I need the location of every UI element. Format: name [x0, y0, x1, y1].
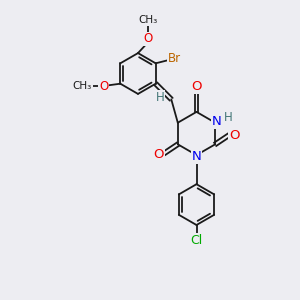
Text: N: N: [192, 150, 201, 163]
Text: O: O: [154, 148, 164, 161]
Text: Cl: Cl: [190, 234, 202, 247]
Text: O: O: [144, 32, 153, 46]
Text: O: O: [99, 80, 109, 93]
Text: O: O: [191, 80, 202, 93]
Text: CH₃: CH₃: [73, 81, 92, 91]
Text: Br: Br: [168, 52, 181, 65]
Text: CH₃: CH₃: [139, 15, 158, 25]
Text: N: N: [212, 115, 222, 128]
Text: H: H: [224, 111, 232, 124]
Text: H: H: [155, 91, 164, 104]
Text: O: O: [229, 129, 239, 142]
